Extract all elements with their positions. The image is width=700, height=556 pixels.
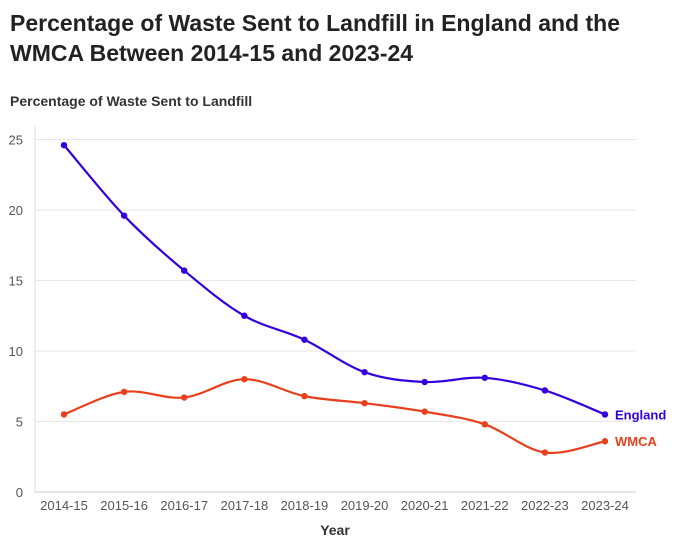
- data-point: [421, 408, 428, 415]
- data-point: [601, 411, 609, 418]
- x-tick-label: 2019-20: [341, 498, 389, 513]
- y-tick-label: 15: [9, 274, 23, 289]
- data-point: [481, 421, 488, 428]
- y-tick-label: 5: [16, 415, 23, 430]
- data-point: [241, 312, 248, 319]
- data-point: [361, 368, 368, 376]
- x-tick-label: 2023-24: [581, 498, 629, 513]
- x-tick-label: 2014-15: [40, 498, 88, 513]
- x-tick-label: 2016-17: [160, 498, 208, 513]
- data-point: [301, 336, 308, 343]
- x-tick-label: 2015-16: [100, 498, 148, 513]
- x-tick-label: 2021-22: [461, 498, 509, 513]
- series-lines: England WMCA: [60, 141, 666, 456]
- x-tick-label: 2022-23: [521, 498, 569, 513]
- data-point: [60, 411, 68, 418]
- series-england: England: [60, 141, 666, 422]
- data-point: [541, 449, 549, 456]
- data-point: [601, 438, 609, 445]
- data-point: [361, 399, 368, 407]
- data-point: [60, 141, 68, 149]
- y-tick-labels: 0 5 10 15 20 25: [9, 133, 23, 501]
- series-line-england: [63, 144, 606, 416]
- x-tick-label: 2017-18: [220, 498, 268, 513]
- chart-title: Percentage of Waste Sent to Landfill in …: [10, 10, 620, 66]
- data-point: [481, 374, 488, 381]
- y-axis-title: Percentage of Waste Sent to Landfill: [10, 93, 253, 109]
- grid-lines: [35, 139, 636, 422]
- data-point: [541, 387, 549, 394]
- data-point: [421, 378, 428, 386]
- series-line-wmca: [63, 378, 606, 455]
- data-point: [181, 394, 188, 401]
- data-point: [301, 392, 308, 400]
- x-axis-title: Year: [320, 522, 350, 538]
- y-tick-label: 20: [9, 203, 23, 218]
- data-point: [181, 267, 188, 274]
- x-tick-label: 2018-19: [281, 498, 329, 513]
- series-label-wmca: WMCA: [615, 434, 657, 449]
- x-tick-label: 2020-21: [401, 498, 449, 513]
- y-tick-label: 0: [16, 485, 23, 500]
- y-tick-label: 10: [9, 344, 23, 359]
- series-wmca: WMCA: [60, 376, 657, 456]
- series-label-england: England: [615, 407, 666, 422]
- x-tick-labels: 2014-15 2015-16 2016-17 2017-18 2018-19 2019-…: [40, 498, 629, 513]
- data-point: [241, 376, 248, 383]
- data-point: [120, 388, 128, 396]
- y-tick-label: 25: [9, 133, 23, 148]
- data-point: [120, 212, 128, 219]
